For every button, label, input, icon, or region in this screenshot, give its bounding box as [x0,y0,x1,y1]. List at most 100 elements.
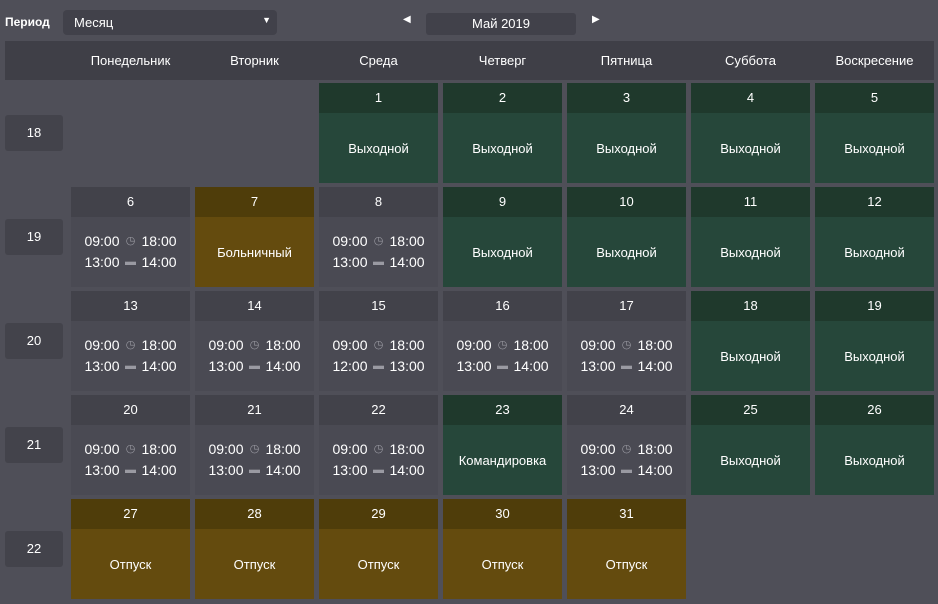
day-body: Выходной [567,217,686,287]
coffee-cup-icon: ▬ [125,464,136,476]
day-status: Выходной [844,140,905,156]
day-number: 14 [195,291,314,321]
day-cell[interactable]: 19 Выходной [815,291,934,391]
start-time: 09:00 [580,441,616,457]
start-time: 09:00 [456,337,492,353]
day-cell[interactable]: 8 09:00 ◷ 18:00 13:00 ▬ 14:00 [319,187,438,287]
day-cell[interactable]: 27 Отпуск [71,499,190,599]
day-cell[interactable]: 9 Выходной [443,187,562,287]
start-time: 09:00 [208,441,244,457]
break-hours: 13:00 ▬ 14:00 [84,252,176,273]
break-hours: 13:00 ▬ 14:00 [456,356,548,377]
day-cell[interactable]: 11 Выходной [691,187,810,287]
day-status: Выходной [348,140,409,156]
day-cell[interactable]: 26 Выходной [815,395,934,495]
day-cell[interactable]: 2 Выходной [443,83,562,183]
break-end: 13:00 [389,358,425,374]
period-select[interactable]: Месяц ▼ [63,10,277,35]
day-cell[interactable]: 24 09:00 ◷ 18:00 13:00 ▬ 14:00 [567,395,686,495]
day-cell[interactable]: 12 Выходной [815,187,934,287]
work-hours: 09:00 ◷ 18:00 [84,231,176,252]
day-number: 13 [71,291,190,321]
day-cell[interactable]: 16 09:00 ◷ 18:00 13:00 ▬ 14:00 [443,291,562,391]
day-cell[interactable]: 10 Выходной [567,187,686,287]
day-number: 25 [691,395,810,425]
day-status: Выходной [720,244,781,260]
break-start: 13:00 [580,358,616,374]
coffee-cup-icon: ▬ [125,360,136,372]
day-status: Выходной [720,348,781,364]
day-status: Отпуск [109,556,152,572]
break-start: 13:00 [84,254,120,270]
weekday-2: Среда [359,53,398,68]
day-cell[interactable]: 13 09:00 ◷ 18:00 13:00 ▬ 14:00 [71,291,190,391]
clock-icon: ◷ [125,235,136,247]
break-hours: 13:00 ▬ 14:00 [332,252,424,273]
day-cell[interactable]: 5 Выходной [815,83,934,183]
day-cell[interactable]: 4 Выходной [691,83,810,183]
day-cell[interactable]: 30 Отпуск [443,499,562,599]
weekday-header: Понедельник Вторник Среда Четверг Пятница Суб… [5,41,934,80]
break-end: 14:00 [637,358,673,374]
break-hours: 13:00 ▬ 14:00 [84,356,176,377]
day-cell[interactable]: 15 09:00 ◷ 18:00 12:00 ▬ 13:00 [319,291,438,391]
prev-month-button[interactable]: ◀ [403,14,411,25]
day-status: Отпуск [605,556,648,572]
day-cell[interactable]: 22 09:00 ◷ 18:00 13:00 ▬ 14:00 [319,395,438,495]
next-month-button[interactable]: ▶ [592,14,600,25]
day-cell[interactable]: 3 Выходной [567,83,686,183]
day-body: 09:00 ◷ 18:00 13:00 ▬ 14:00 [567,425,686,495]
day-cell[interactable]: 23 Командировка [443,395,562,495]
day-cell[interactable]: 28 Отпуск [195,499,314,599]
day-number: 28 [195,499,314,529]
day-cell[interactable]: 18 Выходной [691,291,810,391]
day-number: 20 [71,395,190,425]
day-cell[interactable]: 21 09:00 ◷ 18:00 13:00 ▬ 14:00 [195,395,314,495]
end-time: 18:00 [513,337,549,353]
day-cell[interactable]: 17 09:00 ◷ 18:00 13:00 ▬ 14:00 [567,291,686,391]
break-hours: 13:00 ▬ 14:00 [208,356,300,377]
day-body: Выходной [691,113,810,183]
day-cell[interactable]: 31 Отпуск [567,499,686,599]
work-hours: 09:00 ◷ 18:00 [84,439,176,460]
day-number: 3 [567,83,686,113]
start-time: 09:00 [84,337,120,353]
end-time: 18:00 [637,337,673,353]
day-number: 2 [443,83,562,113]
day-body: 09:00 ◷ 18:00 12:00 ▬ 13:00 [319,321,438,391]
day-body: 09:00 ◷ 18:00 13:00 ▬ 14:00 [71,217,190,287]
weekday-5: Суббота [725,53,776,68]
day-cell[interactable]: 14 09:00 ◷ 18:00 13:00 ▬ 14:00 [195,291,314,391]
break-hours: 13:00 ▬ 14:00 [580,460,672,481]
work-hours: 09:00 ◷ 18:00 [208,439,300,460]
day-body: Выходной [443,113,562,183]
day-number: 18 [691,291,810,321]
work-hours: 09:00 ◷ 18:00 [332,231,424,252]
day-number: 26 [815,395,934,425]
clock-icon: ◷ [621,443,632,455]
day-number: 17 [567,291,686,321]
day-status: Выходной [472,140,533,156]
coffee-cup-icon: ▬ [621,360,632,372]
coffee-cup-icon: ▬ [621,464,632,476]
day-cell[interactable]: 7 Больничный [195,187,314,287]
day-status: Выходной [844,244,905,260]
day-cell[interactable]: 25 Выходной [691,395,810,495]
day-cell[interactable]: 29 Отпуск [319,499,438,599]
day-number: 23 [443,395,562,425]
day-cell[interactable]: 1 Выходной [319,83,438,183]
day-body: Выходной [443,217,562,287]
coffee-cup-icon: ▬ [373,464,384,476]
break-end: 14:00 [265,462,301,478]
day-cell[interactable]: 20 09:00 ◷ 18:00 13:00 ▬ 14:00 [71,395,190,495]
work-hours: 09:00 ◷ 18:00 [332,439,424,460]
clock-icon: ◷ [249,339,260,351]
day-body: 09:00 ◷ 18:00 13:00 ▬ 14:00 [319,217,438,287]
break-start: 13:00 [84,462,120,478]
start-time: 09:00 [84,441,120,457]
day-body: Выходной [691,425,810,495]
day-number: 30 [443,499,562,529]
day-cell[interactable]: 6 09:00 ◷ 18:00 13:00 ▬ 14:00 [71,187,190,287]
week-number: 22 [5,531,63,567]
day-status: Выходной [596,244,657,260]
